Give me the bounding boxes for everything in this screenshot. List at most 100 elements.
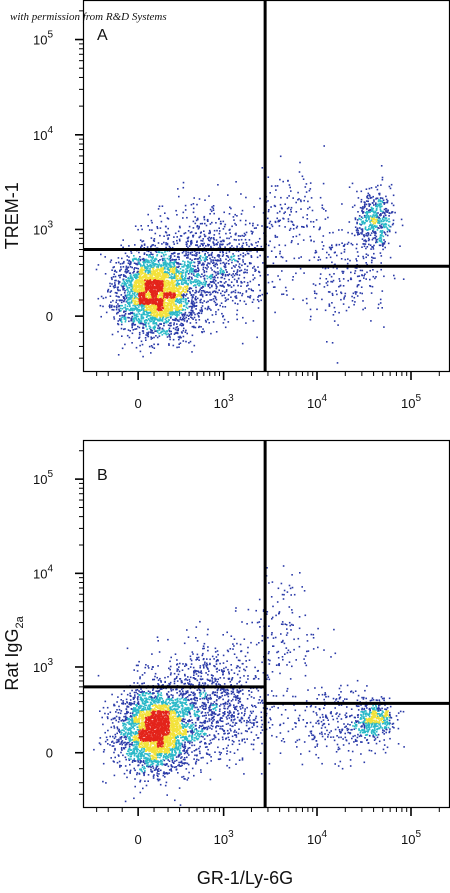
event-dot <box>347 258 349 260</box>
event-dot <box>328 232 331 234</box>
event-dot <box>366 212 368 215</box>
event-dot <box>314 292 316 294</box>
event-dot <box>372 207 375 210</box>
event-dot <box>187 251 189 254</box>
event-dot <box>257 296 259 298</box>
event-dot <box>368 187 371 190</box>
event-dot <box>219 280 222 283</box>
event-dot <box>202 238 204 240</box>
event-dot <box>157 260 160 262</box>
event-dot <box>162 280 165 282</box>
event-dot <box>165 305 168 307</box>
event-dot <box>156 298 158 300</box>
event-dot <box>180 295 183 298</box>
event-dot <box>256 224 259 226</box>
event-dot <box>198 251 201 254</box>
event-dot <box>171 271 174 274</box>
event-dot <box>300 256 302 258</box>
event-dot <box>145 325 147 328</box>
event-dot <box>130 278 133 280</box>
event-dot <box>175 275 178 278</box>
event-dot <box>135 303 137 305</box>
event-dot <box>151 346 154 349</box>
event-dot <box>208 239 210 242</box>
event-dot <box>144 302 147 305</box>
event-dot <box>192 300 195 303</box>
event-dot <box>163 300 165 302</box>
event-dot <box>107 288 110 291</box>
event-dot <box>378 222 381 225</box>
event-dot <box>173 274 176 277</box>
event-dot <box>131 342 133 344</box>
event-dot <box>168 259 170 261</box>
event-dot <box>354 301 356 303</box>
event-dot <box>186 245 188 247</box>
event-dot <box>131 285 134 287</box>
event-dot <box>209 294 211 296</box>
event-dot <box>176 331 179 334</box>
event-dot <box>134 296 137 298</box>
event-dot <box>196 244 198 246</box>
event-dot <box>371 238 374 241</box>
event-dot <box>382 225 385 228</box>
event-dot <box>200 312 203 315</box>
event-dot <box>389 230 391 233</box>
event-dot <box>148 256 150 258</box>
event-dot <box>217 259 219 261</box>
event-dot <box>179 318 181 321</box>
event-dot <box>190 294 193 296</box>
event-dot <box>354 226 357 228</box>
event-dot <box>302 216 304 219</box>
event-dot <box>247 252 250 255</box>
event-dot <box>211 251 213 254</box>
event-dot <box>317 259 319 261</box>
event-dot <box>165 262 167 264</box>
event-dot <box>161 292 164 294</box>
event-dot <box>361 228 363 231</box>
event-dot <box>194 291 197 294</box>
event-dot <box>139 279 141 282</box>
event-dot <box>250 255 253 257</box>
event-dot <box>117 288 119 291</box>
event-dot <box>181 314 184 317</box>
event-dot <box>179 286 181 289</box>
event-dot <box>182 340 185 342</box>
event-dot <box>161 307 163 309</box>
event-dot <box>214 301 217 304</box>
event-dot <box>389 256 392 259</box>
event-dot <box>165 263 168 266</box>
event-dot <box>373 204 375 206</box>
event-dot <box>144 305 147 308</box>
event-dot <box>380 165 383 167</box>
event-dot <box>295 211 298 213</box>
event-dot <box>171 290 173 292</box>
event-dot <box>379 218 381 220</box>
event-dot <box>367 211 370 214</box>
event-dot <box>141 301 144 304</box>
event-dot <box>130 276 132 278</box>
event-dot <box>308 259 311 262</box>
event-dot <box>155 335 157 337</box>
event-dot <box>338 278 341 280</box>
event-dot <box>369 211 371 213</box>
event-dot <box>147 276 149 279</box>
event-dot <box>146 313 148 316</box>
event-dot <box>153 292 155 295</box>
event-dot <box>142 240 145 242</box>
event-dot <box>174 283 176 286</box>
event-dot <box>175 303 177 306</box>
event-dot <box>380 262 382 264</box>
event-dot <box>269 192 271 194</box>
event-dot <box>379 200 382 203</box>
event-dot <box>135 283 137 285</box>
event-dot <box>156 331 159 333</box>
event-dot <box>118 281 121 283</box>
event-dot <box>162 288 165 291</box>
event-dot <box>327 267 330 269</box>
event-dot <box>185 271 188 273</box>
event-dot <box>159 316 161 319</box>
event-dot <box>176 332 179 335</box>
event-dot <box>246 265 249 268</box>
event-dot <box>163 263 165 266</box>
